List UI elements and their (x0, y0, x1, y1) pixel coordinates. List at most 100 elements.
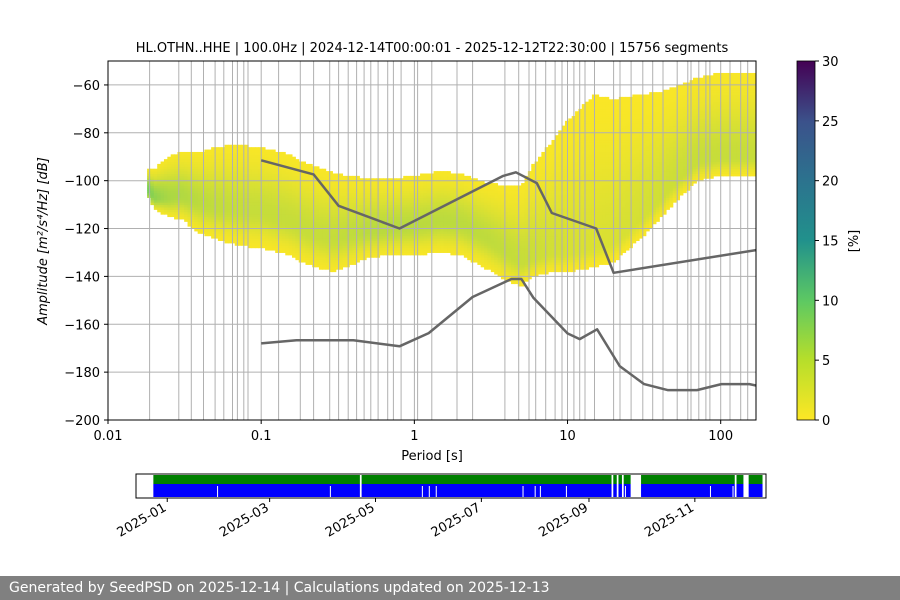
psd-cell (433, 233, 438, 237)
psd-cell (231, 211, 236, 215)
psd-cell (194, 168, 199, 172)
psd-cell (548, 151, 552, 155)
psd-cell (366, 230, 371, 234)
psd-cell (487, 254, 492, 258)
psd-cell (575, 206, 579, 210)
psd-cell (426, 233, 431, 237)
psd-cell (538, 204, 542, 208)
psd-cell (207, 171, 212, 174)
psd-cell (504, 233, 509, 237)
psd-cell (359, 218, 364, 222)
psd-cell (254, 238, 259, 241)
psd-cell (544, 180, 549, 184)
psd-cell (362, 218, 367, 222)
psd-cell (339, 221, 344, 225)
psd-cell (578, 262, 583, 265)
psd-cell (564, 139, 569, 143)
psd-cell (487, 238, 492, 241)
psd-cell (217, 173, 222, 177)
psd-cell (423, 242, 428, 246)
psd-cell (261, 197, 266, 201)
psd-cell (194, 197, 199, 201)
psd-cell (224, 223, 229, 227)
psd-cell (305, 204, 310, 208)
psd-cell (581, 238, 586, 241)
psd-cell (460, 192, 465, 196)
psd-cell (564, 161, 569, 165)
psd-cell (517, 250, 522, 253)
psd-cell (527, 271, 532, 275)
psd-cell (420, 202, 424, 206)
psd-cell (379, 242, 384, 246)
psd-cell (268, 151, 273, 155)
psd-cell (244, 144, 249, 148)
psd-cell (231, 204, 236, 208)
psd-cell (558, 209, 563, 213)
psd-cell (201, 204, 205, 208)
psd-cell (487, 211, 492, 215)
psd-cell (244, 147, 249, 151)
psd-cell (248, 204, 253, 208)
psd-cell (271, 151, 276, 155)
psd-cell (450, 228, 455, 232)
psd-cell (224, 171, 229, 174)
psd-cell (534, 254, 539, 258)
psd-cell (447, 175, 451, 179)
psd-cell (157, 175, 162, 179)
psd-cell (541, 187, 546, 191)
psd-cell (288, 199, 293, 203)
psd-cell (524, 238, 529, 241)
psd-cell (339, 233, 344, 237)
psd-cell (308, 183, 313, 186)
psd-cell (325, 187, 330, 191)
psd-cell (420, 235, 424, 239)
psd-cell (568, 250, 573, 253)
psd-cell (318, 223, 323, 227)
psd-cell (332, 242, 337, 246)
psd-cell (221, 204, 226, 208)
psd-cell (524, 235, 529, 239)
psd-cell (507, 276, 512, 280)
psd-cell (174, 185, 178, 189)
psd-cell (332, 209, 337, 213)
psd-cell (578, 142, 583, 146)
psd-cell (170, 159, 175, 163)
psd-cell (315, 228, 320, 232)
psd-cell (329, 199, 333, 203)
psd-cell (288, 242, 293, 246)
psd-cell (268, 204, 273, 208)
psd-cell (349, 192, 354, 196)
psd-cell (477, 195, 482, 198)
psd-cell (490, 185, 495, 189)
psd-cell (568, 147, 573, 151)
psd-cell (339, 242, 344, 246)
psd-cell (339, 254, 344, 258)
psd-cell (426, 216, 431, 220)
psd-cell (295, 163, 300, 167)
psd-cell (211, 206, 215, 210)
psd-cell (244, 166, 249, 170)
psd-cell (484, 245, 488, 249)
psd-cell (201, 214, 205, 218)
psd-cell (281, 238, 286, 241)
psd-cell (443, 226, 448, 230)
psd-cell (312, 247, 317, 251)
psd-cell (190, 180, 195, 184)
psd-cell (504, 187, 509, 191)
psd-cell (302, 166, 306, 170)
psd-cell (538, 199, 542, 203)
psd-cell (352, 211, 357, 215)
psd-cell (268, 216, 273, 220)
psd-cell (511, 221, 515, 225)
psd-cell (504, 214, 509, 218)
psd-cell (268, 180, 273, 184)
psd-cell (170, 185, 175, 189)
psd-cell (315, 233, 320, 237)
psd-cell (554, 264, 559, 268)
psd-cell (248, 233, 253, 237)
psd-cell (251, 147, 256, 151)
psd-cell (244, 149, 249, 153)
psd-cell (578, 161, 583, 165)
psd-cell (342, 235, 347, 239)
psd-cell (544, 190, 549, 194)
